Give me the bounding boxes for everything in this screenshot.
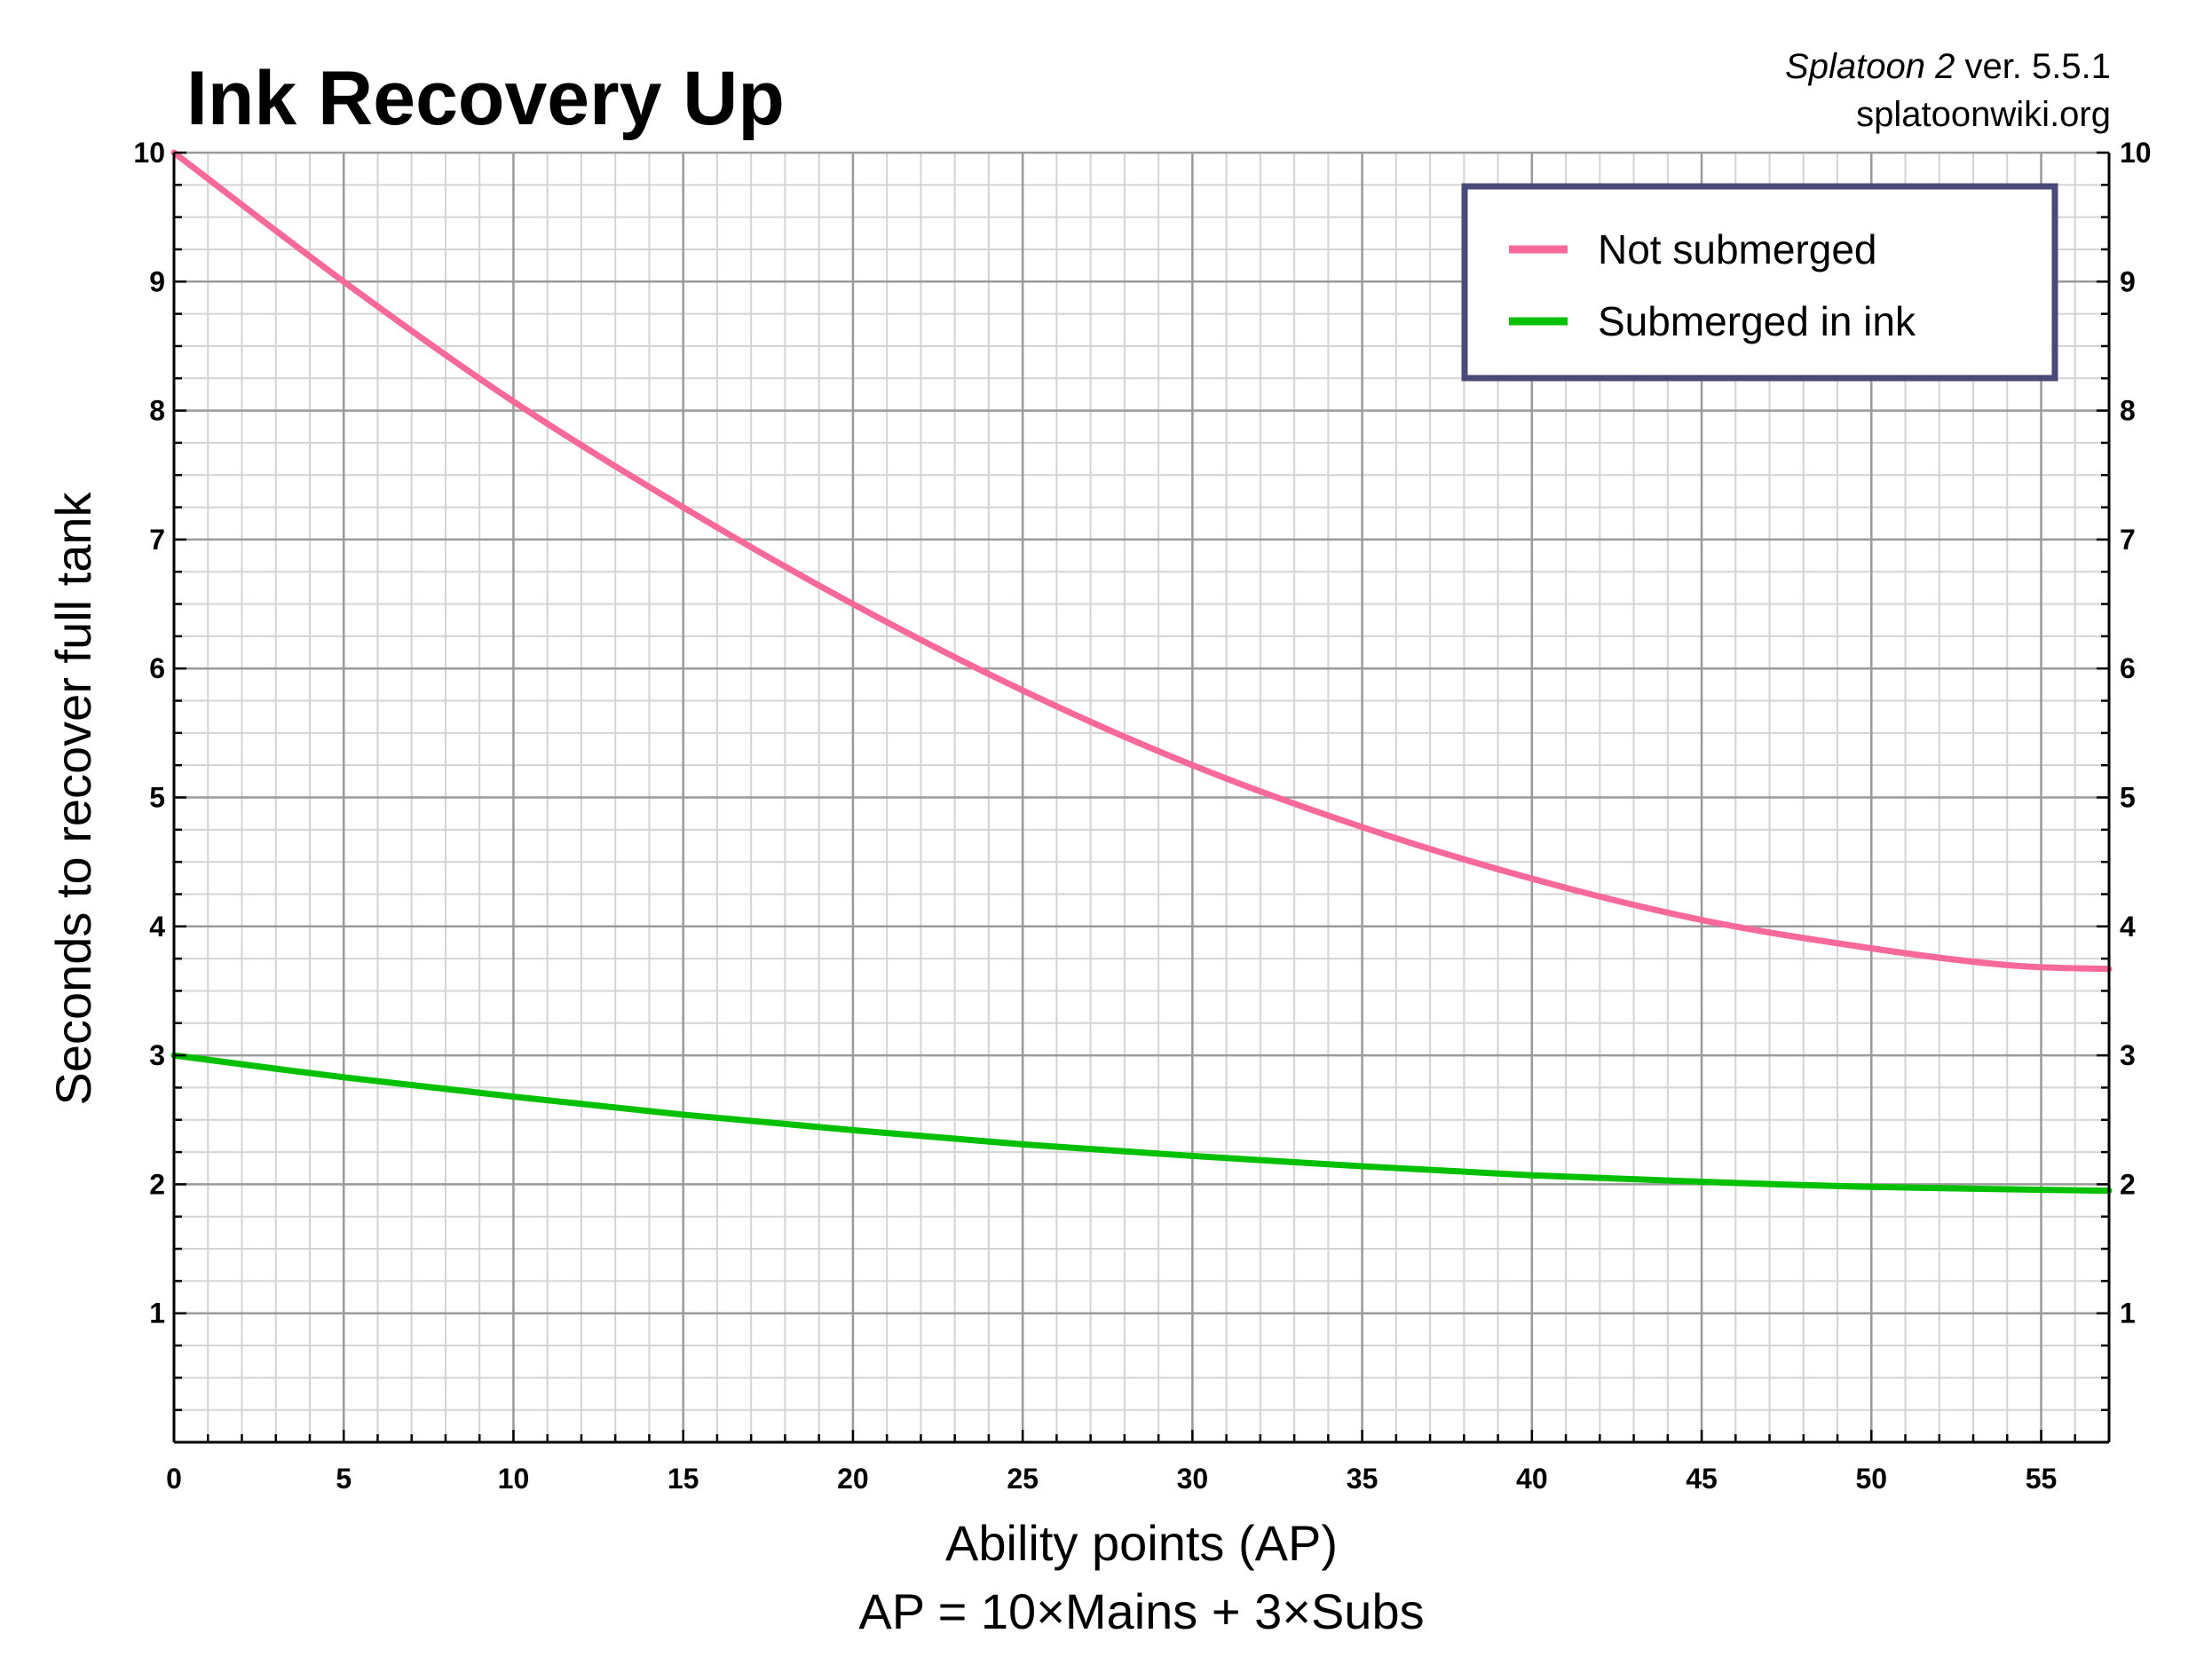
y-tick-label-right: 5: [2120, 782, 2136, 814]
series-line-not-submerged: [170, 149, 2113, 973]
y-tick-label-left: 10: [133, 137, 165, 169]
y-tick-label-left: 2: [149, 1168, 165, 1200]
x-tick-label: 45: [1686, 1463, 1718, 1495]
grid: [174, 151, 2110, 1442]
y-tick-label-left: 3: [149, 1039, 165, 1071]
legend-box: [1461, 183, 2058, 382]
y-tick-label-right: 4: [2120, 911, 2136, 943]
y-tick-label-right: 1: [2120, 1298, 2136, 1330]
y-tick-label-right: 3: [2120, 1039, 2136, 1071]
x-axis-label: Ability points (AP): [945, 1515, 1338, 1571]
y-tick-label-left: 8: [149, 395, 165, 427]
y-tick-label-left: 6: [149, 652, 165, 684]
x-tick-label: 40: [1516, 1463, 1548, 1495]
x-tick-label: 30: [1177, 1463, 1209, 1495]
y-tick-label-right: 6: [2120, 652, 2136, 684]
x-tick-label: 20: [837, 1463, 869, 1495]
y-axis-label: Seconds to recover full tank: [45, 491, 101, 1105]
y-tick-label-left: 1: [149, 1298, 165, 1330]
x-tick-label: 10: [498, 1463, 530, 1495]
y-tick-label-right: 7: [2120, 524, 2136, 556]
legend: Not submerged Submerged in ink: [1461, 183, 2058, 382]
x-tick-label: 55: [2026, 1463, 2058, 1495]
x-tick-label: 35: [1347, 1463, 1379, 1495]
y-tick-label-left: 5: [149, 782, 165, 814]
legend-label-not-submerged: Not submerged: [1598, 226, 1877, 272]
axes: 0 5 10 15 20 25 30 35 40 45 50 551 12 23 34 45 56 67 78 89 9…: [133, 137, 2151, 1495]
x-tick-label: 15: [668, 1463, 699, 1495]
y-tick-label-right: 2: [2120, 1168, 2136, 1200]
y-tick-label-left: 7: [149, 524, 165, 556]
x-tick-label: 25: [1007, 1463, 1039, 1495]
y-tick-label-left: 4: [149, 911, 165, 943]
y-tick-label-left: 9: [149, 265, 165, 297]
source-label: splatoonwiki.org: [1856, 95, 2111, 134]
y-tick-label-right: 8: [2120, 395, 2136, 427]
x-tick-label: 50: [1855, 1463, 1887, 1495]
game-version: Splatoon 2 ver. 5.5.1: [1785, 47, 2111, 86]
x-axis-label-formula: AP = 10×Mains + 3×Subs: [858, 1583, 1424, 1639]
series-line-submerged: [170, 1052, 2113, 1195]
series-group: [170, 149, 2113, 1195]
chart-title: Ink Recovery Up: [186, 56, 785, 141]
legend-label-submerged: Submerged in ink: [1598, 298, 1916, 344]
x-tick-label: 0: [166, 1463, 182, 1495]
y-tick-label-right: 10: [2120, 137, 2152, 169]
x-tick-label: 5: [336, 1463, 352, 1495]
y-tick-label-right: 9: [2120, 265, 2136, 297]
